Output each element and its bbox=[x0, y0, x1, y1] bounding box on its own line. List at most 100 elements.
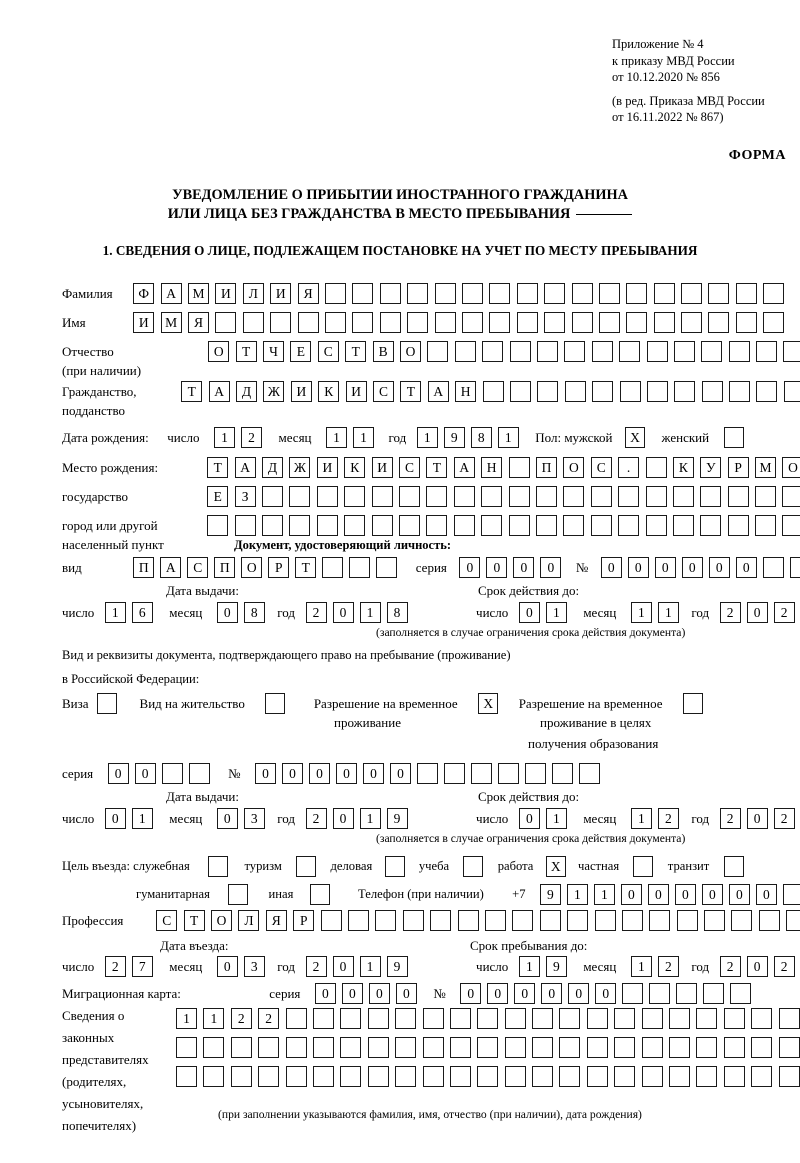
form-cell[interactable]: 9 bbox=[545, 956, 567, 977]
form-cell[interactable] bbox=[559, 1037, 581, 1058]
form-cell[interactable] bbox=[704, 910, 726, 931]
form-cell[interactable] bbox=[696, 1066, 718, 1087]
form-cell[interactable] bbox=[669, 1037, 691, 1058]
form-cell[interactable]: 0 bbox=[459, 557, 481, 578]
form-cell[interactable] bbox=[207, 515, 229, 536]
form-cell[interactable]: Л bbox=[242, 283, 264, 304]
form-cell[interactable] bbox=[756, 381, 778, 402]
form-cell[interactable]: Я bbox=[265, 910, 287, 931]
form-cell[interactable] bbox=[344, 515, 366, 536]
purpose-tourism-checkbox[interactable] bbox=[296, 856, 317, 877]
form-cell[interactable] bbox=[344, 486, 366, 507]
form-cell[interactable] bbox=[564, 381, 586, 402]
form-cell[interactable]: 1 bbox=[593, 884, 615, 905]
form-cell[interactable] bbox=[312, 1008, 334, 1029]
form-cell[interactable] bbox=[297, 312, 319, 333]
form-cell[interactable] bbox=[324, 312, 346, 333]
form-cell[interactable]: 1 bbox=[176, 1008, 197, 1029]
form-cell[interactable] bbox=[427, 341, 449, 362]
form-cell[interactable]: 2 bbox=[773, 602, 795, 623]
form-cell[interactable] bbox=[579, 763, 601, 784]
form-cell[interactable]: 0 bbox=[674, 884, 696, 905]
form-cell[interactable] bbox=[489, 312, 511, 333]
form-cell[interactable]: И bbox=[290, 381, 312, 402]
form-cell[interactable]: 0 bbox=[518, 808, 540, 829]
purpose-official-checkbox[interactable] bbox=[208, 856, 229, 877]
form-cell[interactable]: О bbox=[782, 457, 800, 478]
form-cell[interactable] bbox=[618, 515, 640, 536]
form-cell[interactable]: 3 bbox=[243, 956, 265, 977]
form-cell[interactable] bbox=[778, 1008, 800, 1029]
form-cell[interactable] bbox=[653, 312, 675, 333]
form-cell[interactable]: Р bbox=[268, 557, 290, 578]
form-cell[interactable]: 1 bbox=[566, 884, 588, 905]
form-cell[interactable] bbox=[532, 1008, 554, 1029]
form-cell[interactable] bbox=[449, 1037, 471, 1058]
form-cell[interactable] bbox=[176, 1037, 197, 1058]
form-cell[interactable] bbox=[708, 312, 730, 333]
doc-valid-year-cells[interactable]: 2025 bbox=[719, 602, 800, 623]
form-cell[interactable]: 0 bbox=[486, 557, 508, 578]
form-cell[interactable] bbox=[477, 1037, 499, 1058]
form-cell[interactable]: У bbox=[700, 457, 722, 478]
birthplace-cells-3[interactable] bbox=[207, 515, 800, 536]
form-cell[interactable]: 2 bbox=[719, 602, 741, 623]
form-cell[interactable] bbox=[696, 1008, 718, 1029]
form-cell[interactable]: 0 bbox=[620, 884, 642, 905]
form-cell[interactable] bbox=[672, 486, 694, 507]
form-cell[interactable]: 1 bbox=[359, 808, 381, 829]
form-cell[interactable]: 0 bbox=[216, 602, 238, 623]
form-cell[interactable] bbox=[735, 312, 757, 333]
form-cell[interactable] bbox=[641, 1066, 663, 1087]
form-cell[interactable]: Т bbox=[295, 557, 317, 578]
form-cell[interactable] bbox=[544, 283, 566, 304]
form-cell[interactable] bbox=[347, 910, 369, 931]
form-cell[interactable] bbox=[367, 1066, 389, 1087]
form-cell[interactable] bbox=[434, 283, 456, 304]
form-cell[interactable] bbox=[782, 884, 800, 905]
form-cell[interactable]: 9 bbox=[386, 956, 408, 977]
form-cell[interactable]: Е bbox=[290, 341, 312, 362]
form-cell[interactable]: С bbox=[398, 457, 420, 478]
form-cell[interactable] bbox=[645, 457, 667, 478]
form-cell[interactable] bbox=[457, 910, 479, 931]
purpose-work-checkbox[interactable]: X bbox=[545, 856, 566, 877]
form-cell[interactable]: О bbox=[208, 341, 230, 362]
form-cell[interactable] bbox=[262, 515, 284, 536]
form-cell[interactable] bbox=[461, 312, 483, 333]
form-cell[interactable]: 2 bbox=[719, 808, 741, 829]
form-cell[interactable] bbox=[649, 910, 671, 931]
form-cell[interactable] bbox=[535, 515, 557, 536]
form-cell[interactable] bbox=[316, 515, 338, 536]
form-cell[interactable] bbox=[270, 312, 292, 333]
form-cell[interactable] bbox=[537, 381, 559, 402]
form-cell[interactable] bbox=[783, 381, 800, 402]
form-cell[interactable]: 0 bbox=[755, 884, 777, 905]
form-cell[interactable]: 0 bbox=[735, 557, 757, 578]
form-cell[interactable] bbox=[619, 341, 641, 362]
form-cell[interactable] bbox=[778, 1066, 800, 1087]
form-cell[interactable]: 1 bbox=[497, 427, 519, 448]
form-cell[interactable] bbox=[728, 341, 750, 362]
form-cell[interactable] bbox=[340, 1066, 362, 1087]
form-cell[interactable] bbox=[598, 312, 620, 333]
form-cell[interactable] bbox=[340, 1037, 362, 1058]
form-cell[interactable]: 8 bbox=[243, 602, 265, 623]
form-cell[interactable]: 0 bbox=[627, 557, 649, 578]
form-cell[interactable]: 0 bbox=[368, 983, 390, 1004]
form-cell[interactable] bbox=[641, 1037, 663, 1058]
form-cell[interactable]: 0 bbox=[647, 884, 669, 905]
form-cell[interactable] bbox=[215, 312, 237, 333]
form-cell[interactable] bbox=[598, 283, 620, 304]
form-cell[interactable]: 1 bbox=[518, 956, 540, 977]
